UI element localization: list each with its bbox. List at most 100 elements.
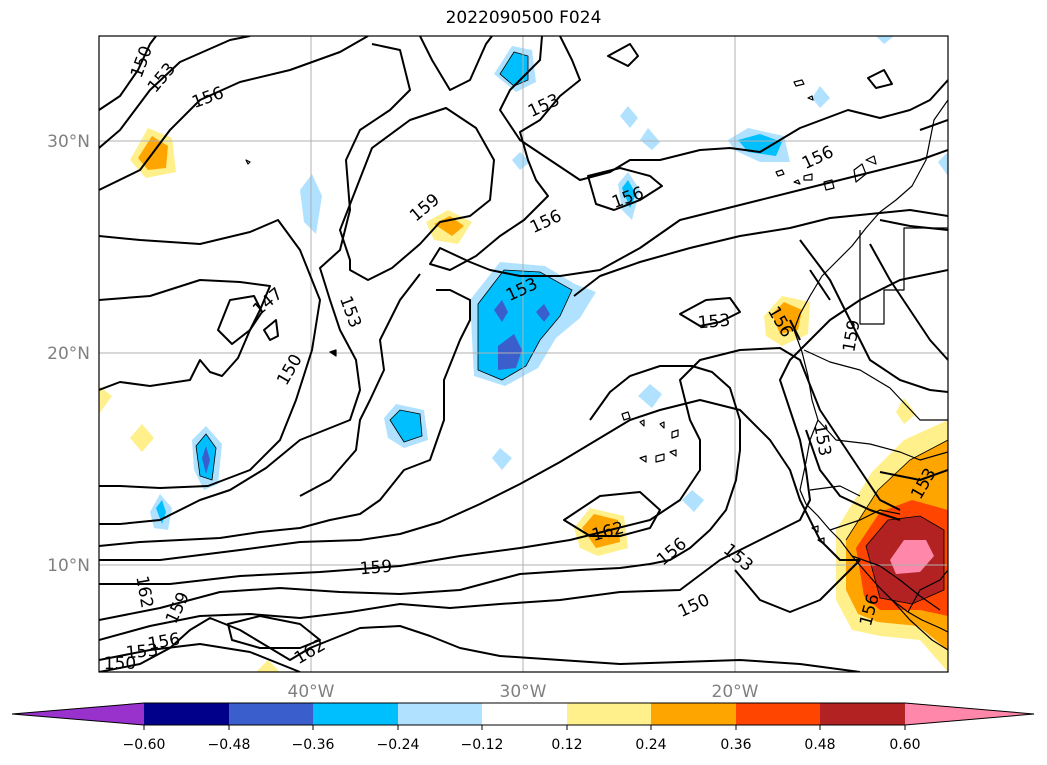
contour-line	[99, 399, 860, 561]
contour-line	[227, 615, 321, 649]
longitude-labels: 40°W 30°W 20°W	[288, 682, 759, 702]
latitude-labels: 30°N 20°N 10°N	[47, 132, 90, 576]
contour-line	[99, 289, 471, 547]
lon-label: 40°W	[288, 682, 335, 702]
contour-line	[99, 347, 901, 585]
contour-label: 153	[697, 311, 731, 334]
island	[639, 455, 647, 463]
colorbar-label: 0.48	[804, 737, 835, 753]
negative-anomaly-area	[390, 410, 422, 442]
island	[823, 179, 835, 191]
contour-label: 153	[125, 641, 159, 664]
contour-line	[217, 295, 263, 345]
island	[811, 525, 819, 533]
coastline	[245, 79, 948, 651]
contour-line	[587, 167, 663, 211]
contour-line	[263, 319, 279, 341]
island	[671, 429, 679, 439]
island	[329, 349, 337, 357]
border-line	[851, 555, 941, 611]
negative-anomaly-area	[494, 300, 508, 322]
negative-anomaly-area	[938, 152, 948, 176]
border-line	[809, 485, 861, 497]
colorbar-swatch	[398, 703, 482, 725]
lon-label: 30°W	[500, 682, 547, 702]
positive-anomaly-area	[582, 514, 620, 548]
negative-anomaly-area	[640, 128, 660, 150]
colorbar-extend-high	[905, 703, 1034, 725]
contour-line	[499, 36, 948, 181]
island	[245, 159, 251, 165]
colorbar-swatch	[820, 703, 905, 725]
contour-line	[734, 559, 861, 613]
island	[793, 179, 801, 185]
border-line	[829, 509, 901, 531]
contour-line	[867, 69, 893, 89]
contour-line	[563, 491, 661, 537]
negative-anomaly-area	[512, 152, 530, 170]
contour-line	[573, 209, 948, 297]
map-frame	[98, 35, 949, 673]
contour-line	[99, 643, 301, 672]
contour-label: 159	[359, 557, 393, 580]
contour-line	[99, 617, 861, 672]
island	[793, 79, 805, 87]
colorbar-label: −0.60	[123, 737, 166, 753]
positive-anomaly-area	[99, 386, 112, 414]
colorbar-label: −0.48	[208, 737, 251, 753]
africa-coastline	[793, 99, 948, 633]
island	[669, 449, 677, 457]
negative-anomaly-area	[498, 334, 522, 370]
contour-line	[679, 297, 741, 327]
border-line	[907, 569, 948, 613]
border-line	[817, 419, 948, 461]
contour-line	[809, 269, 831, 301]
contour-line	[869, 243, 948, 361]
contour-line	[99, 219, 321, 489]
border-line	[891, 599, 948, 651]
negative-anomaly-area	[876, 36, 894, 44]
colorbar-swatch	[229, 703, 313, 725]
colorbar-label: −0.12	[461, 737, 504, 753]
contour-line	[789, 319, 801, 341]
island	[659, 421, 665, 429]
negative-anomaly-area	[622, 180, 636, 208]
contour-line	[99, 279, 271, 391]
island	[807, 95, 814, 101]
contour-line	[799, 239, 948, 393]
colorbar-swatch	[482, 703, 567, 725]
colorbar-swatch	[567, 703, 651, 725]
negative-anomaly-area	[492, 448, 512, 470]
contour-line	[99, 36, 157, 111]
contour-line	[879, 219, 948, 231]
contour-line	[339, 107, 495, 281]
negative-anomaly-area	[812, 86, 830, 108]
negative-anomaly-area	[202, 446, 210, 474]
island	[775, 169, 785, 177]
island	[865, 155, 877, 165]
contour-line	[99, 36, 369, 191]
lon-label: 20°W	[712, 682, 759, 702]
lat-label: 20°N	[47, 344, 90, 364]
colorbar-label: −0.36	[292, 737, 335, 753]
negative-anomaly-area	[536, 304, 550, 322]
map-panel	[98, 35, 949, 673]
positive-anomaly-area	[130, 424, 154, 452]
contour-line	[99, 43, 411, 525]
negative-anomaly-area	[620, 106, 638, 128]
contour-line	[299, 273, 421, 497]
contour-line	[607, 43, 639, 67]
colorbar-extend-low	[12, 703, 144, 725]
positive-anomaly-area	[772, 302, 802, 334]
island	[621, 411, 631, 421]
contour-line	[419, 36, 493, 91]
lat-label: 10°N	[47, 556, 90, 576]
colorbar-swatch	[144, 703, 229, 725]
positive-anomaly-area	[896, 398, 916, 424]
colorbar-label: 0.12	[551, 737, 582, 753]
map-title: 2022090500 F024	[445, 8, 602, 28]
colorbar: −0.60 −0.48 −0.36 −0.24 −0.12 0.12 0.24 …	[11, 702, 1035, 753]
negative-anomaly-area	[638, 384, 662, 408]
colorbar-swatch	[736, 703, 820, 725]
